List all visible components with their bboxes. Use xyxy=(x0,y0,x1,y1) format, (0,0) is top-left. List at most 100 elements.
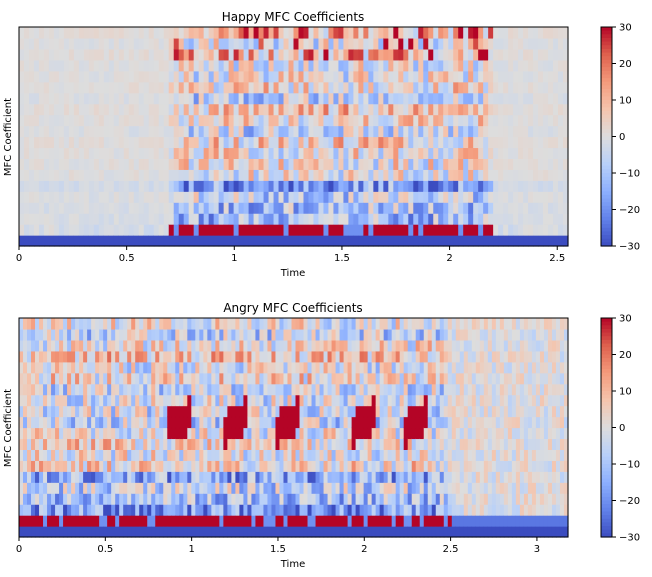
heatmap-cell xyxy=(383,318,389,330)
heatmap-cell xyxy=(88,235,95,247)
heatmap-cell xyxy=(491,350,497,363)
heatmap-cell xyxy=(488,59,494,72)
heatmap-cell xyxy=(71,350,76,363)
heatmap-cell xyxy=(283,81,290,94)
heatmap-cell xyxy=(383,471,389,483)
heatmap-cell xyxy=(207,416,212,429)
heatmap-cell xyxy=(403,460,409,472)
heatmap-cell xyxy=(318,235,325,247)
heatmap-cell xyxy=(318,191,325,203)
heatmap-cell xyxy=(443,427,449,440)
heatmap-cell xyxy=(271,482,277,494)
heatmap-cell xyxy=(388,169,394,181)
heatmap-cell xyxy=(551,394,557,407)
heatmap-cell xyxy=(543,339,549,352)
heatmap-cell xyxy=(115,471,120,483)
heatmap-cell xyxy=(527,361,533,374)
heatmap-cell xyxy=(199,350,204,363)
heatmap-cell xyxy=(98,103,105,116)
heatmap-cell xyxy=(108,158,115,170)
heatmap-cell xyxy=(167,394,172,407)
heatmap-cell xyxy=(227,318,232,330)
heatmap-cell xyxy=(83,27,90,39)
heatmap-cell xyxy=(193,59,200,72)
heatmap-cell xyxy=(518,169,524,181)
heatmap-cell xyxy=(73,81,80,94)
heatmap-cell xyxy=(79,504,84,516)
heatmap-cell xyxy=(453,202,459,214)
heatmap-cell xyxy=(28,92,35,105)
heatmap-cell xyxy=(88,103,95,116)
heatmap-cell xyxy=(55,405,60,418)
heatmap-cell xyxy=(339,394,345,407)
heatmap-cell xyxy=(331,416,337,429)
heatmap-cell xyxy=(175,460,180,472)
heatmap-cell xyxy=(238,136,245,149)
heatmap-cell xyxy=(483,158,489,170)
heatmap-cell xyxy=(48,224,55,236)
happy-x-axis-label: Time xyxy=(280,268,305,279)
heatmap-cell xyxy=(408,37,414,50)
heatmap-cell xyxy=(548,103,554,116)
heatmap-cell xyxy=(83,114,90,127)
heatmap-cell xyxy=(253,48,260,61)
heatmap-cell xyxy=(547,515,553,527)
heatmap-cell xyxy=(55,460,60,472)
heatmap-cell xyxy=(228,224,235,236)
heatmap-cell xyxy=(299,361,305,374)
heatmap-cell xyxy=(19,191,25,203)
heatmap-cell xyxy=(523,350,529,363)
heatmap-cell xyxy=(127,405,132,418)
heatmap-cell xyxy=(533,70,539,83)
heatmap-cell xyxy=(155,449,160,461)
heatmap-cell xyxy=(395,471,401,483)
heatmap-cell xyxy=(491,482,497,494)
heatmap-cell xyxy=(73,70,80,83)
heatmap-cell xyxy=(203,438,208,450)
heatmap-cell xyxy=(148,70,155,83)
heatmap-cell xyxy=(555,350,561,363)
heatmap-cell xyxy=(223,493,228,505)
heatmap-cell xyxy=(518,37,524,50)
heatmap-cell xyxy=(19,460,24,472)
heatmap-cell xyxy=(428,180,434,192)
heatmap-cell xyxy=(508,81,514,94)
heatmap-cell xyxy=(511,405,517,418)
heatmap-cell xyxy=(43,224,50,236)
heatmap-cell xyxy=(359,416,365,429)
colorbar-tick-label: −10 xyxy=(619,169,640,180)
heatmap-cell xyxy=(63,235,70,247)
heatmap-cell xyxy=(107,318,112,330)
heatmap-cell xyxy=(135,405,140,418)
heatmap-cell xyxy=(303,416,309,429)
heatmap-cell xyxy=(463,169,469,181)
heatmap-cell xyxy=(203,405,208,418)
heatmap-cell xyxy=(523,526,529,538)
heatmap-cell xyxy=(93,48,100,61)
heatmap-cell xyxy=(527,504,533,516)
heatmap-cell xyxy=(113,235,120,247)
heatmap-cell xyxy=(428,27,434,39)
heatmap-cell xyxy=(383,339,389,352)
heatmap-cell xyxy=(479,339,485,352)
heatmap-cell xyxy=(148,169,155,181)
heatmap-cell xyxy=(83,103,90,116)
heatmap-cell xyxy=(251,515,257,527)
heatmap-cell xyxy=(183,37,190,50)
heatmap-cell xyxy=(358,213,364,225)
heatmap-cell xyxy=(531,460,537,472)
heatmap-cell xyxy=(438,136,444,149)
heatmap-cell xyxy=(235,318,240,330)
heatmap-cell xyxy=(255,361,261,374)
heatmap-cell xyxy=(407,504,413,516)
heatmap-cell xyxy=(243,515,249,527)
heatmap-cell xyxy=(399,526,405,538)
heatmap-cell xyxy=(119,460,124,472)
heatmap-cell xyxy=(43,350,48,363)
heatmap-cell xyxy=(58,224,65,236)
heatmap-cell xyxy=(179,361,184,374)
heatmap-cell xyxy=(111,460,116,472)
heatmap-cell xyxy=(555,328,561,341)
heatmap-cell xyxy=(351,372,357,385)
heatmap-cell xyxy=(203,224,210,236)
